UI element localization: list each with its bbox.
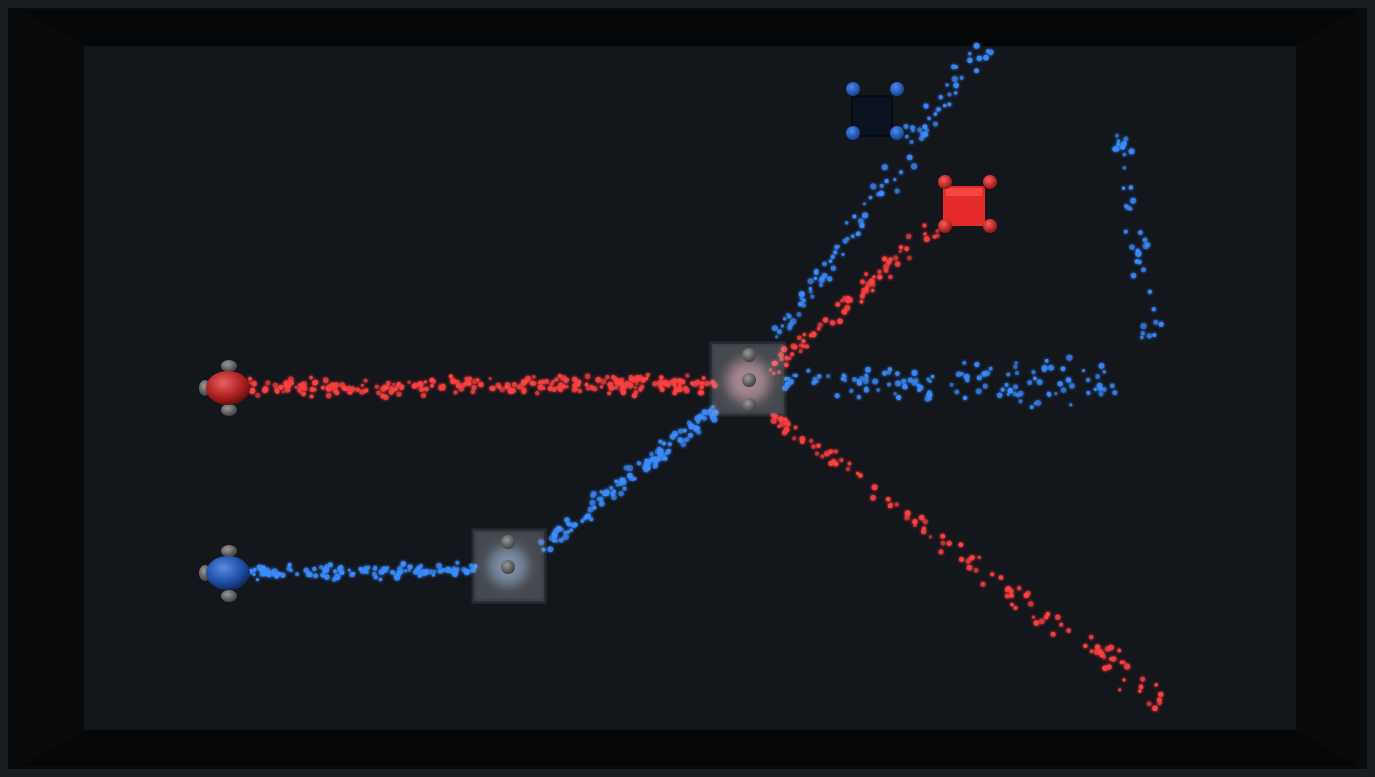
blue-beam-to-top bbox=[771, 42, 994, 339]
back-wall bbox=[22, 10, 1358, 46]
red-laser-emitter-icon[interactable] bbox=[199, 360, 250, 416]
red-beam-main bbox=[247, 372, 718, 401]
blue-beam-scatter bbox=[1112, 133, 1164, 340]
right-wall bbox=[1296, 10, 1358, 766]
beam-splitter-block-icon[interactable] bbox=[709, 341, 787, 417]
red-beam-down bbox=[770, 413, 1164, 712]
red-beam-to-target bbox=[768, 223, 940, 376]
blue-laser-emitter-icon[interactable] bbox=[199, 545, 250, 602]
red-target-block-icon[interactable] bbox=[938, 175, 997, 233]
left-wall bbox=[22, 10, 84, 766]
front-wall bbox=[22, 730, 1358, 766]
blue-beam-diagonal bbox=[538, 404, 719, 553]
laser-beams bbox=[247, 42, 1164, 712]
beam-splitter-block-icon[interactable] bbox=[471, 528, 547, 604]
blue-beam-right bbox=[782, 354, 1118, 410]
blue-beam-main bbox=[247, 560, 478, 582]
blue-target-block-icon[interactable] bbox=[846, 82, 904, 140]
